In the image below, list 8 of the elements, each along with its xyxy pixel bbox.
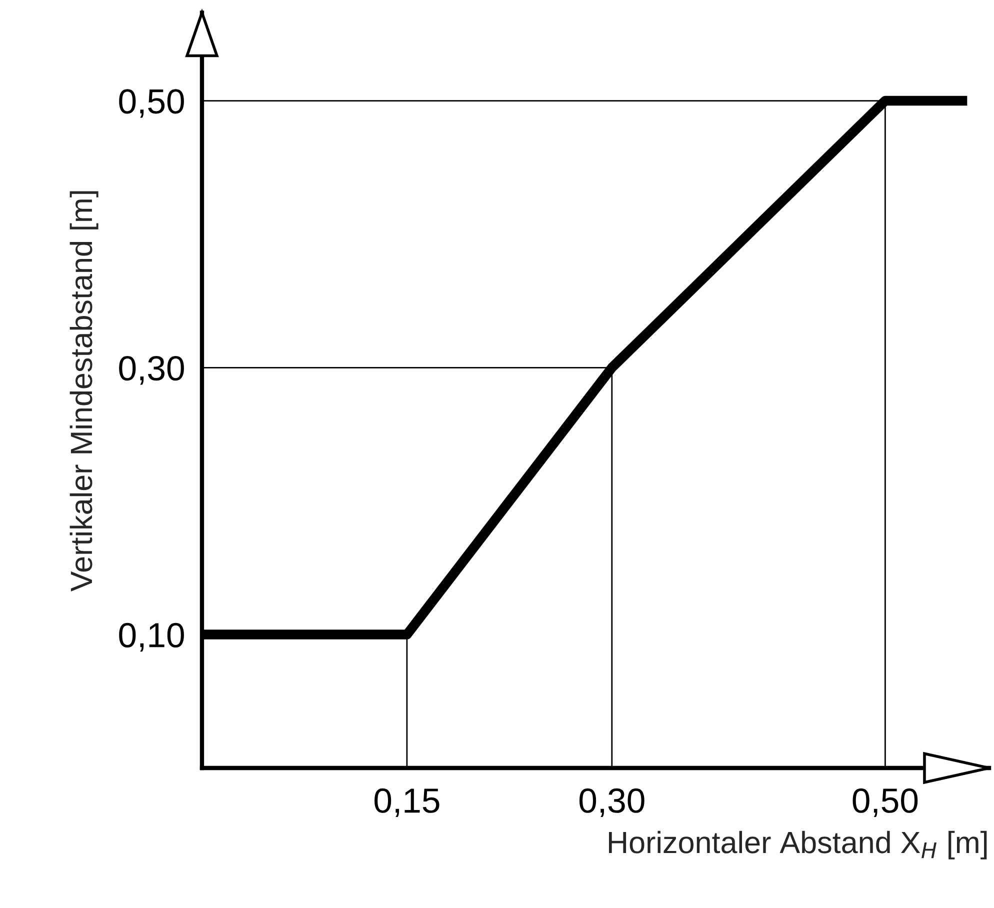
x-tick-label: 0,50 <box>852 788 918 818</box>
y-tick-label: 0,10 <box>119 622 184 652</box>
x-axis-title: Horizontaler Abstand X$_{H}$ [m] <box>608 830 987 860</box>
x-tick-label: 0,30 <box>579 788 644 818</box>
y-axis-title: Vertikaler Mindestabstand [m] <box>70 191 98 592</box>
y-tick-label: 0,50 <box>119 89 184 118</box>
x-tick-label: 0,15 <box>374 788 440 818</box>
y-tick-label: 0,30 <box>119 356 184 385</box>
